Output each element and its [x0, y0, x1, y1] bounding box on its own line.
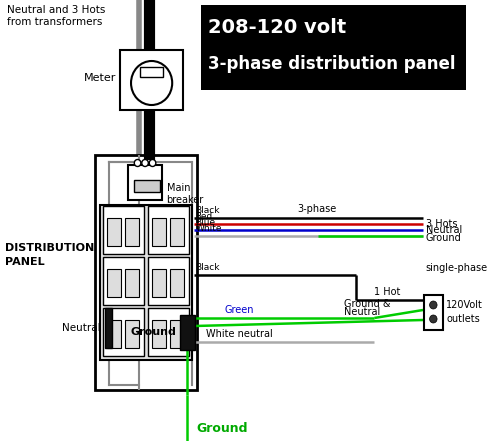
- FancyBboxPatch shape: [170, 218, 184, 246]
- FancyBboxPatch shape: [148, 257, 189, 305]
- FancyBboxPatch shape: [152, 218, 166, 246]
- FancyBboxPatch shape: [170, 320, 184, 348]
- Text: Ground: Ground: [426, 233, 462, 243]
- Text: White: White: [196, 224, 222, 233]
- Text: outlets: outlets: [446, 314, 480, 324]
- FancyBboxPatch shape: [126, 320, 140, 348]
- Text: 3 Hots: 3 Hots: [426, 219, 458, 229]
- Circle shape: [150, 160, 156, 167]
- FancyBboxPatch shape: [96, 155, 196, 390]
- FancyBboxPatch shape: [126, 218, 140, 246]
- FancyBboxPatch shape: [152, 320, 166, 348]
- FancyBboxPatch shape: [120, 50, 184, 110]
- FancyBboxPatch shape: [106, 320, 120, 348]
- FancyBboxPatch shape: [180, 315, 194, 350]
- Text: Ground: Ground: [130, 327, 176, 337]
- Text: Neutral: Neutral: [62, 323, 101, 333]
- FancyBboxPatch shape: [128, 165, 162, 200]
- FancyBboxPatch shape: [100, 205, 192, 360]
- Text: 1 Hot: 1 Hot: [374, 287, 400, 297]
- Circle shape: [430, 301, 437, 309]
- Text: DISTRIBUTION: DISTRIBUTION: [4, 243, 94, 253]
- FancyBboxPatch shape: [103, 308, 144, 356]
- FancyBboxPatch shape: [152, 269, 166, 297]
- FancyBboxPatch shape: [106, 218, 120, 246]
- Text: Blue: Blue: [196, 218, 216, 227]
- Circle shape: [142, 160, 148, 167]
- Text: single-phase: single-phase: [426, 263, 488, 273]
- Text: Ground: Ground: [196, 422, 248, 434]
- FancyBboxPatch shape: [148, 206, 189, 254]
- Text: Neutral and 3 Hots
from transformers: Neutral and 3 Hots from transformers: [8, 5, 106, 26]
- FancyBboxPatch shape: [140, 67, 163, 77]
- Text: 120Volt: 120Volt: [446, 300, 484, 310]
- FancyBboxPatch shape: [201, 5, 466, 90]
- Text: Red: Red: [196, 212, 213, 221]
- Text: 208-120 volt: 208-120 volt: [208, 18, 346, 37]
- FancyBboxPatch shape: [106, 269, 120, 297]
- Text: Black: Black: [196, 206, 220, 215]
- FancyBboxPatch shape: [103, 206, 144, 254]
- FancyBboxPatch shape: [134, 180, 160, 192]
- Text: Black: Black: [196, 263, 220, 272]
- Text: Main
breaker: Main breaker: [166, 183, 204, 205]
- Text: 3-phase: 3-phase: [298, 204, 337, 214]
- Text: Green: Green: [224, 305, 254, 315]
- Text: Meter: Meter: [84, 73, 116, 83]
- Circle shape: [134, 160, 141, 167]
- Text: Neutral: Neutral: [426, 225, 462, 235]
- FancyBboxPatch shape: [148, 308, 189, 356]
- Text: Ground &: Ground &: [344, 299, 391, 309]
- FancyBboxPatch shape: [103, 257, 144, 305]
- Text: 3-phase distribution panel: 3-phase distribution panel: [208, 55, 456, 73]
- FancyBboxPatch shape: [105, 308, 112, 348]
- Text: PANEL: PANEL: [4, 257, 44, 267]
- FancyBboxPatch shape: [424, 295, 442, 330]
- Text: Neutral: Neutral: [344, 307, 380, 317]
- FancyBboxPatch shape: [170, 269, 184, 297]
- Circle shape: [131, 61, 172, 105]
- Circle shape: [430, 315, 437, 323]
- FancyBboxPatch shape: [126, 269, 140, 297]
- Text: White neutral: White neutral: [206, 329, 272, 339]
